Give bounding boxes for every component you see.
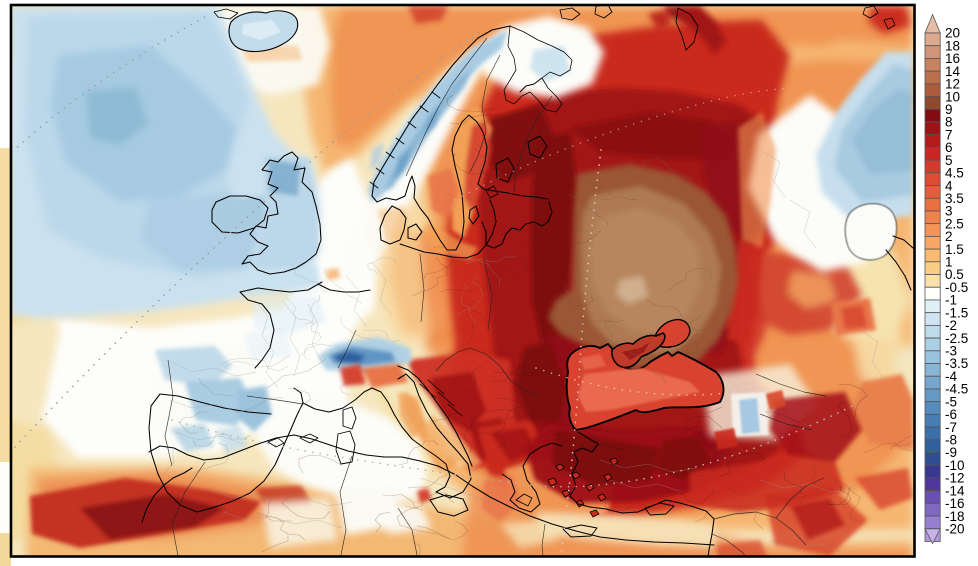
svg-text:7: 7 (945, 127, 953, 142)
svg-text:-12: -12 (945, 471, 965, 486)
svg-text:12: 12 (945, 77, 960, 92)
svg-text:5: 5 (945, 153, 953, 168)
svg-text:-18: -18 (945, 509, 965, 524)
svg-text:-0.5: -0.5 (945, 280, 968, 295)
svg-text:-10: -10 (945, 458, 965, 473)
svg-text:0.5: 0.5 (945, 267, 964, 282)
svg-text:-4: -4 (945, 369, 957, 384)
svg-text:-2: -2 (945, 318, 957, 333)
svg-text:-5: -5 (945, 394, 957, 409)
svg-text:-2.5: -2.5 (945, 331, 968, 346)
svg-text:18: 18 (945, 38, 960, 53)
svg-text:3: 3 (945, 204, 953, 219)
svg-text:9: 9 (945, 102, 953, 117)
svg-text:-3.5: -3.5 (945, 356, 968, 371)
svg-text:-7: -7 (945, 420, 957, 435)
svg-text:14: 14 (945, 64, 961, 79)
svg-text:4.5: 4.5 (945, 166, 964, 181)
svg-text:-1.5: -1.5 (945, 305, 968, 320)
svg-text:10: 10 (945, 89, 960, 104)
svg-text:-8: -8 (945, 433, 957, 448)
svg-text:2: 2 (945, 229, 953, 244)
svg-text:3.5: 3.5 (945, 191, 964, 206)
svg-text:1: 1 (945, 255, 953, 270)
svg-text:20: 20 (945, 26, 960, 41)
svg-text:-6: -6 (945, 407, 957, 422)
svg-text:-3: -3 (945, 344, 957, 359)
svg-text:-14: -14 (945, 483, 965, 498)
svg-text:8: 8 (945, 115, 953, 130)
svg-text:-1: -1 (945, 293, 957, 308)
svg-text:-4.5: -4.5 (945, 382, 968, 397)
svg-text:1.5: 1.5 (945, 242, 964, 257)
svg-text:-9: -9 (945, 445, 957, 460)
svg-text:2.5: 2.5 (945, 216, 964, 231)
svg-text:6: 6 (945, 140, 953, 155)
svg-text:16: 16 (945, 51, 960, 66)
svg-text:4: 4 (945, 178, 953, 193)
svg-text:-20: -20 (945, 522, 965, 537)
svg-text:-16: -16 (945, 496, 965, 511)
